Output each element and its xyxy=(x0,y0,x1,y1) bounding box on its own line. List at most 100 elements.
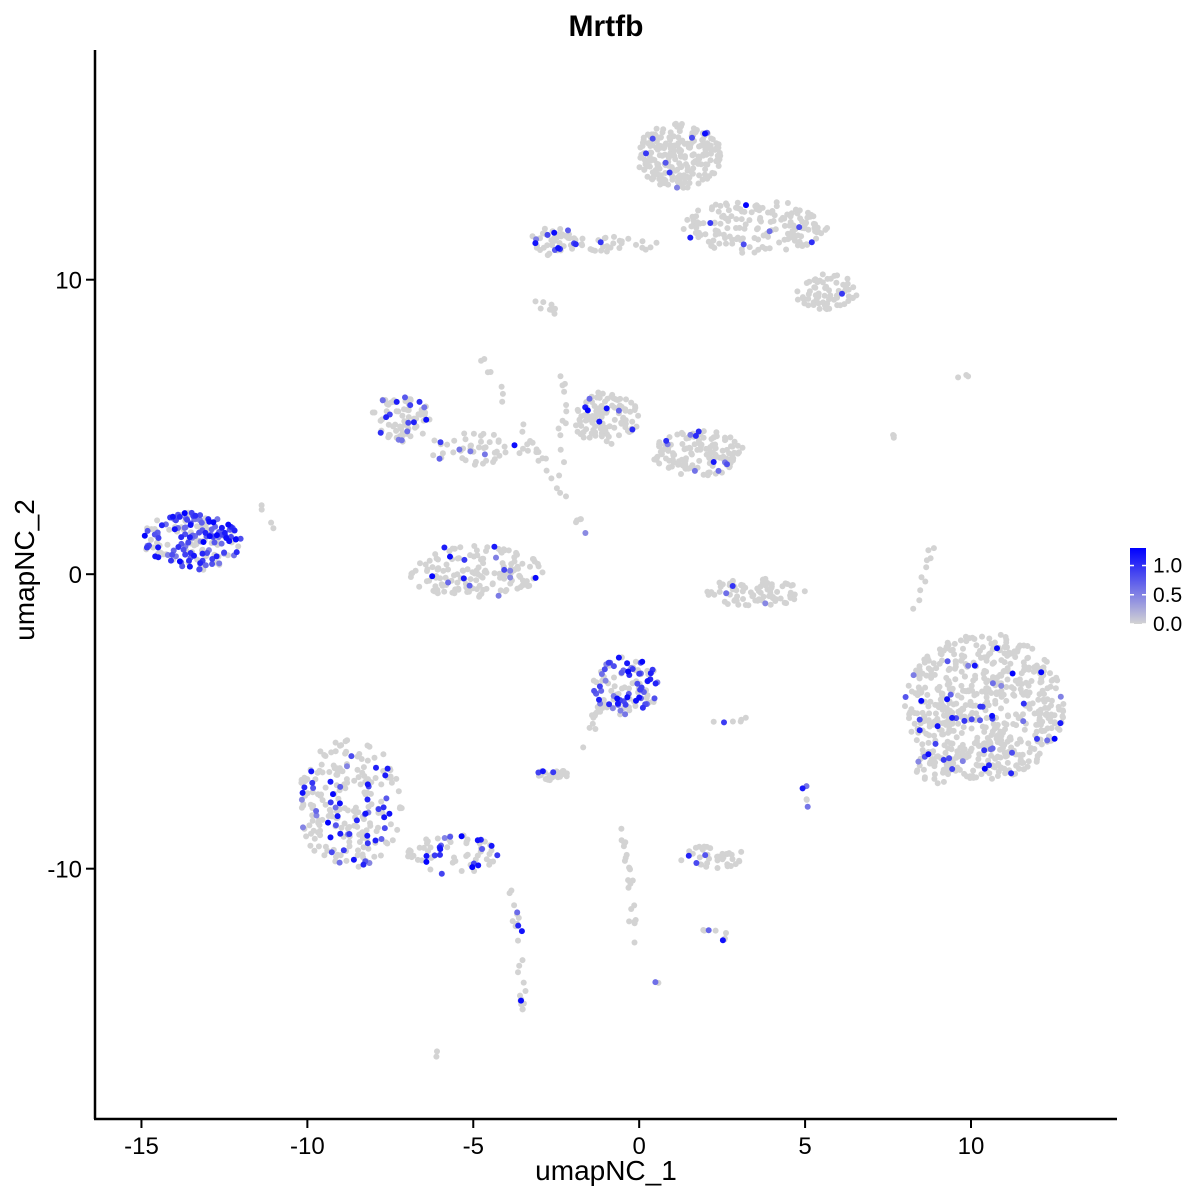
data-point xyxy=(423,858,430,865)
data-point xyxy=(697,443,704,449)
data-point xyxy=(309,812,316,819)
data-point xyxy=(667,142,674,149)
data-point xyxy=(693,127,700,133)
data-point xyxy=(1042,711,1049,718)
data-point xyxy=(425,848,431,855)
data-point xyxy=(331,765,338,772)
data-point xyxy=(729,718,736,725)
data-point xyxy=(1019,751,1026,758)
data-point xyxy=(1014,740,1021,747)
data-point xyxy=(407,433,414,440)
data-point xyxy=(925,703,932,710)
data-point xyxy=(360,861,367,868)
data-point xyxy=(1025,740,1032,747)
data-point xyxy=(678,857,685,864)
data-point xyxy=(840,281,847,288)
data-point xyxy=(649,135,656,142)
data-point xyxy=(805,226,812,233)
data-point xyxy=(724,461,730,468)
data-point xyxy=(330,791,336,798)
data-point xyxy=(596,683,603,690)
data-point xyxy=(581,412,588,419)
data-point xyxy=(350,856,357,863)
y-tick-label: 0 xyxy=(69,562,82,589)
data-point xyxy=(198,519,205,526)
data-point xyxy=(783,246,790,253)
data-point xyxy=(422,561,429,568)
data-point xyxy=(423,853,430,859)
data-point xyxy=(310,827,317,834)
data-point xyxy=(1004,676,1011,683)
data-point xyxy=(625,235,632,242)
data-point xyxy=(618,420,625,427)
data-point xyxy=(387,775,394,782)
data-point xyxy=(755,246,762,253)
data-point xyxy=(770,218,777,224)
data-point xyxy=(1048,677,1055,684)
data-point xyxy=(221,549,228,556)
data-point xyxy=(959,741,966,748)
data-point xyxy=(969,709,976,716)
data-point xyxy=(489,580,496,587)
data-point xyxy=(821,292,828,299)
data-point xyxy=(308,768,315,775)
data-point xyxy=(1011,692,1018,699)
data-point xyxy=(1047,670,1053,677)
data-point xyxy=(373,764,379,771)
data-point xyxy=(921,774,928,781)
data-point xyxy=(597,239,604,246)
data-point xyxy=(558,233,565,240)
data-point xyxy=(653,144,660,151)
data-point xyxy=(890,432,897,439)
data-point xyxy=(665,464,672,471)
data-point xyxy=(233,549,240,556)
data-point xyxy=(923,564,930,571)
data-point xyxy=(917,687,924,694)
data-point xyxy=(473,577,480,584)
data-point xyxy=(258,506,265,513)
data-point xyxy=(629,666,636,672)
data-point xyxy=(1026,705,1033,712)
data-point xyxy=(548,306,555,313)
x-tick-label: -15 xyxy=(124,1133,159,1160)
data-point xyxy=(682,179,689,186)
data-point xyxy=(734,199,741,206)
data-point xyxy=(551,229,558,236)
data-point xyxy=(380,751,387,758)
data-point xyxy=(318,791,325,798)
data-point xyxy=(164,552,171,558)
data-point xyxy=(390,423,397,430)
data-point xyxy=(440,567,447,574)
y-tick-label: 10 xyxy=(55,268,82,295)
data-point xyxy=(786,234,793,241)
data-point xyxy=(639,658,646,665)
data-point xyxy=(636,164,643,171)
data-point xyxy=(461,430,468,437)
data-point xyxy=(985,702,992,709)
data-point xyxy=(441,588,448,595)
data-point xyxy=(600,243,607,250)
data-point xyxy=(520,445,526,452)
data-point xyxy=(156,549,163,555)
data-point xyxy=(672,121,678,128)
data-point xyxy=(647,143,654,149)
data-point xyxy=(586,395,593,402)
data-point xyxy=(812,292,819,299)
data-point xyxy=(789,582,796,588)
data-point xyxy=(450,449,457,456)
data-point xyxy=(708,206,715,213)
data-point xyxy=(334,813,341,820)
data-point xyxy=(591,403,598,409)
data-point xyxy=(1038,669,1045,676)
data-point xyxy=(596,418,603,425)
data-point xyxy=(712,445,719,452)
data-point xyxy=(704,860,711,867)
data-point xyxy=(616,245,623,251)
data-point xyxy=(470,553,477,560)
data-point xyxy=(925,547,932,554)
data-point xyxy=(344,763,350,770)
data-point xyxy=(303,833,310,840)
data-point xyxy=(949,720,956,727)
data-point xyxy=(796,224,803,231)
data-point xyxy=(710,237,717,244)
